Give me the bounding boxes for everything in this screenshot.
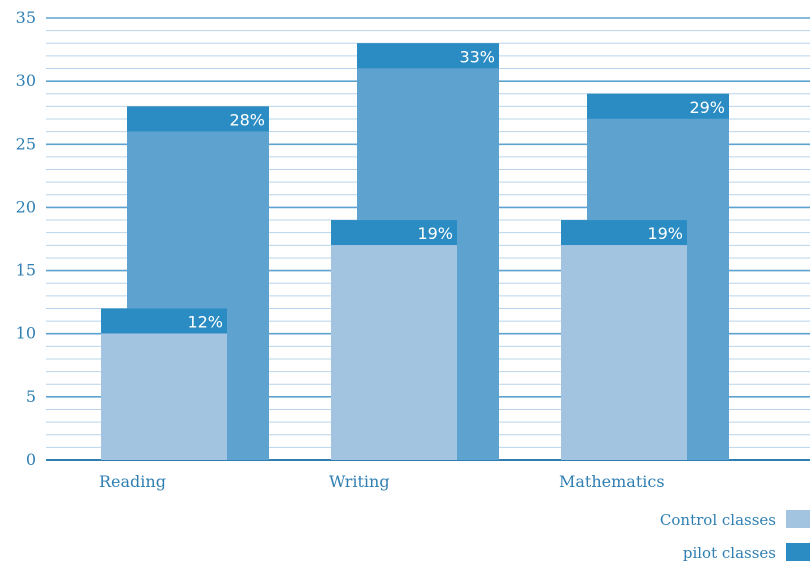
control-bar — [331, 220, 457, 460]
x-axis-labels: Reading Writing Mathematics — [99, 472, 665, 491]
y-tick-label: 5 — [26, 387, 36, 406]
pilot-bar-cap — [357, 43, 499, 69]
legend-swatch — [786, 510, 810, 528]
pilot-bar-cap — [127, 106, 269, 132]
control-bar — [561, 220, 687, 460]
control-data-label: 19% — [647, 224, 683, 243]
x-category-label: Reading — [99, 472, 166, 491]
control-bar-cap — [101, 308, 227, 334]
pilot-data-label: 33% — [459, 47, 495, 66]
control-data-label: 12% — [187, 312, 223, 331]
y-tick-label: 20 — [16, 197, 36, 216]
bars: 28% 12% 33% 19% 29% 19% — [101, 43, 729, 461]
legend-label: Control classes — [660, 511, 776, 529]
x-category-label: Mathematics — [559, 472, 665, 491]
legend: Control classes pilot classes — [660, 510, 810, 562]
y-tick-label: 10 — [16, 324, 36, 343]
control-data-label: 19% — [417, 224, 453, 243]
pilot-data-label: 29% — [689, 98, 725, 117]
legend-label: pilot classes — [683, 544, 776, 562]
y-tick-label: 35 — [16, 8, 36, 27]
y-tick-label: 0 — [26, 450, 36, 469]
y-tick-label: 25 — [16, 134, 36, 153]
control-bar-cap — [561, 220, 687, 246]
y-tick-label: 15 — [16, 261, 36, 280]
control-bar — [101, 308, 227, 460]
y-axis-ticks: 0 5 10 15 20 25 30 35 — [16, 8, 36, 469]
pilot-bar-cap — [587, 93, 729, 119]
x-category-label: Writing — [329, 472, 390, 491]
pilot-data-label: 28% — [229, 110, 265, 129]
control-bar-cap — [331, 220, 457, 246]
legend-swatch — [786, 543, 810, 561]
y-tick-label: 30 — [16, 71, 36, 90]
